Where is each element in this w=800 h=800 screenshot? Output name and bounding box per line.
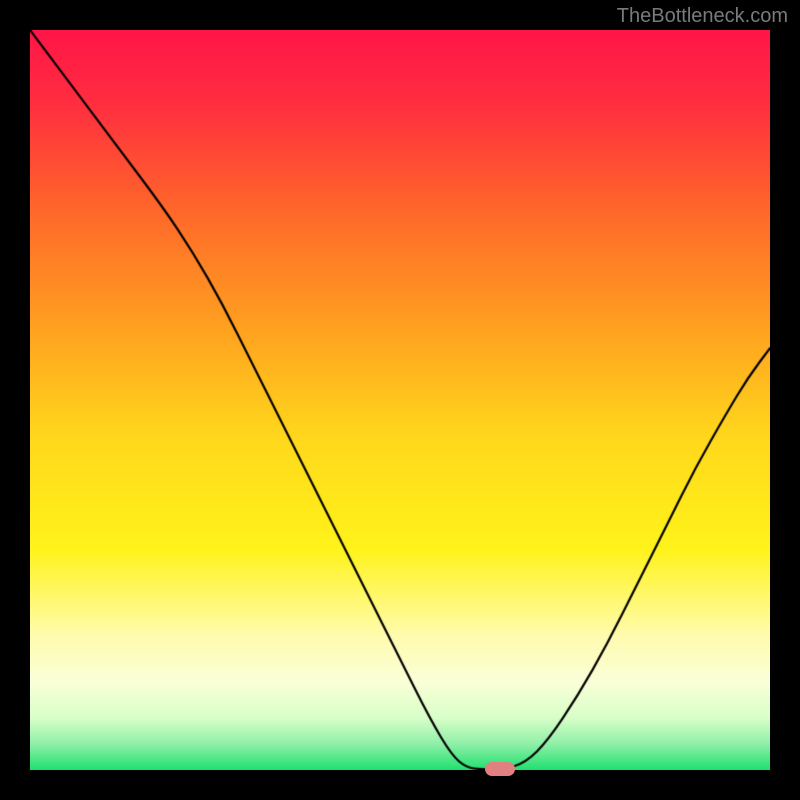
bottleneck-curve — [30, 30, 770, 770]
plot-area — [30, 30, 770, 770]
watermark-text: TheBottleneck.com — [617, 5, 788, 28]
optimal-marker — [485, 762, 515, 776]
